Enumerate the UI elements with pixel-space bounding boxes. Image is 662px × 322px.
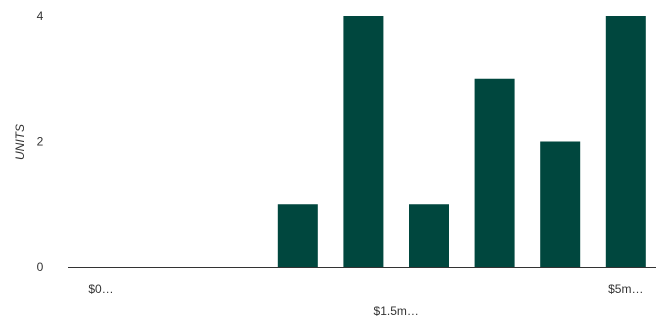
y-axis-title-group: UNITS [13,124,27,160]
x-tick-label: $5m… [608,282,643,296]
y-tick-label: 2 [37,135,44,149]
bar [474,78,515,267]
bar [343,16,384,267]
x-tick-label: $0… [88,282,113,296]
y-tick-label: 0 [37,260,44,274]
y-axis-title: UNITS [13,124,27,160]
y-tick-label: 4 [37,9,44,23]
bar [277,204,318,267]
bar [409,204,449,267]
bars [277,16,646,267]
bar [540,141,581,267]
x-ticks: $0… $1.5m… $5m… [88,282,643,318]
y-ticks: 0 2 4 [37,9,44,274]
x-tick-label: $1.5m… [374,304,419,318]
bar [605,16,646,267]
